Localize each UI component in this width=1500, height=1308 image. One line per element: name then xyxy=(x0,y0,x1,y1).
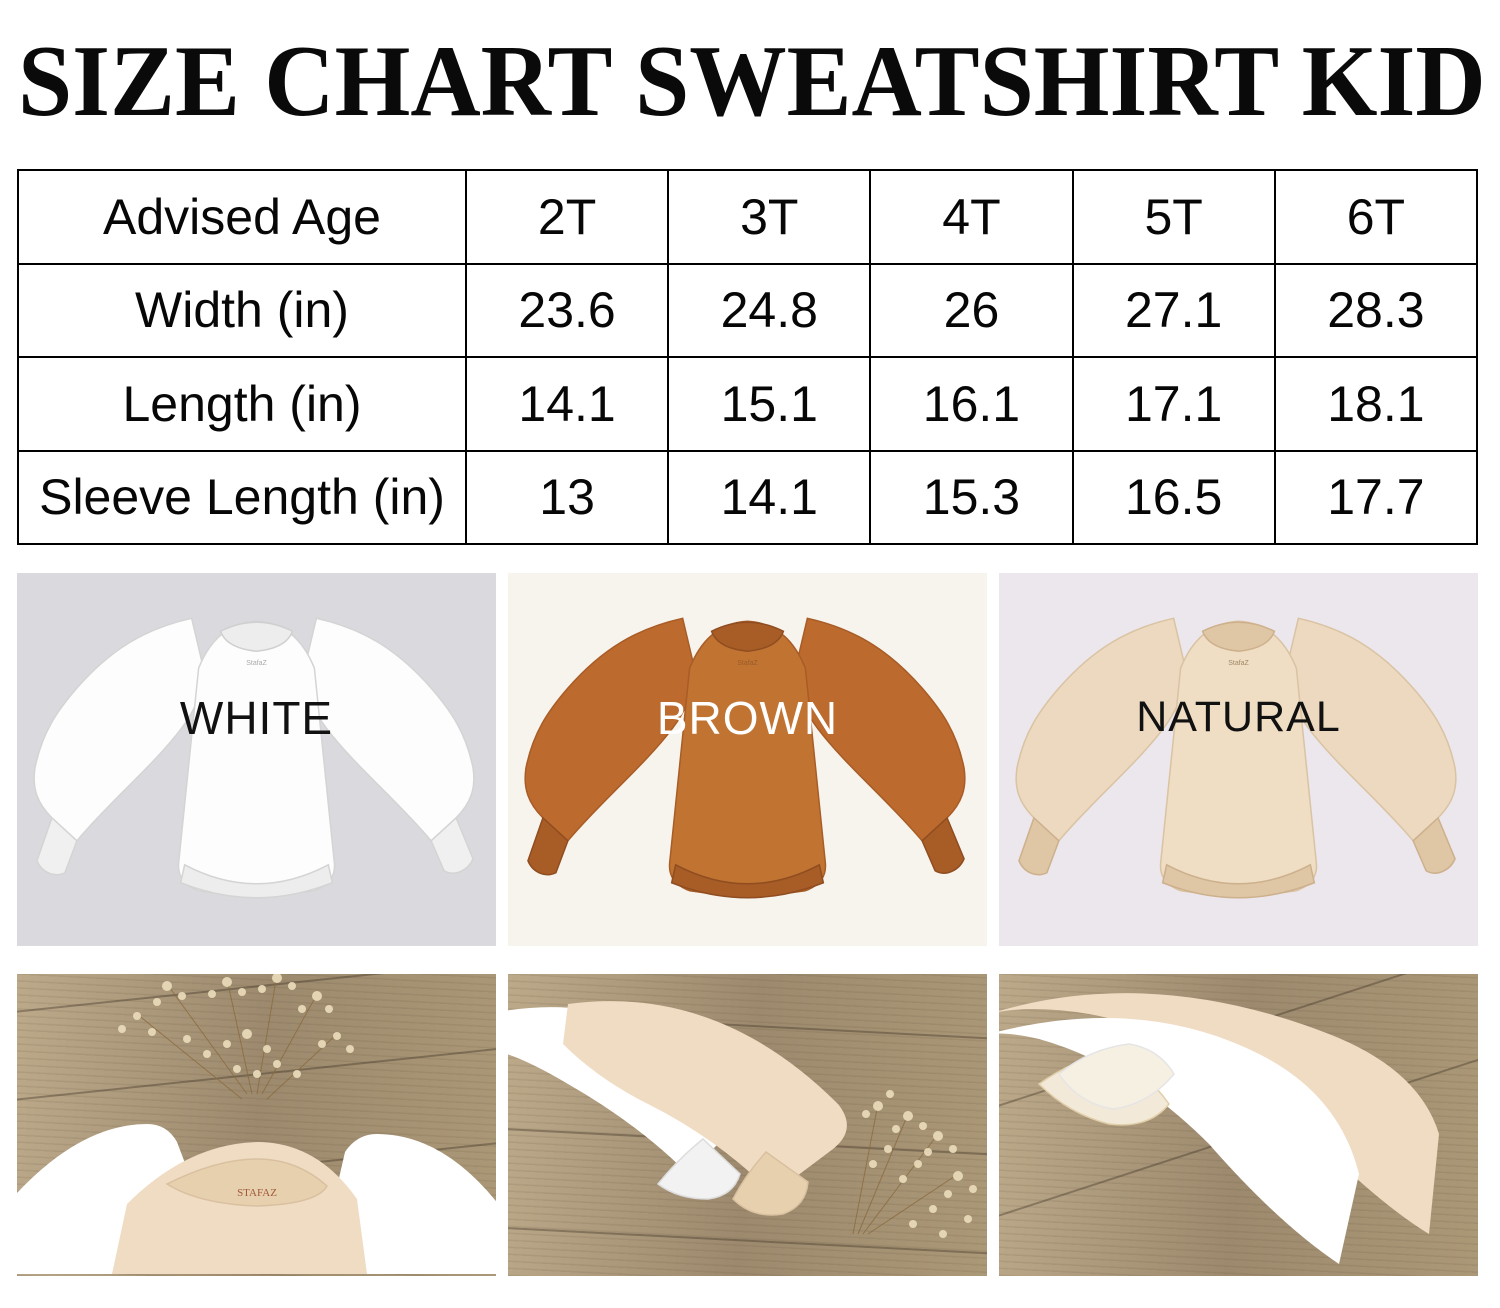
svg-text:STAFAZ: STAFAZ xyxy=(237,1187,277,1199)
svg-text:StafaZ: StafaZ xyxy=(1228,660,1249,667)
svg-text:StafaZ: StafaZ xyxy=(737,660,758,667)
svg-text:StafaZ: StafaZ xyxy=(246,660,267,667)
